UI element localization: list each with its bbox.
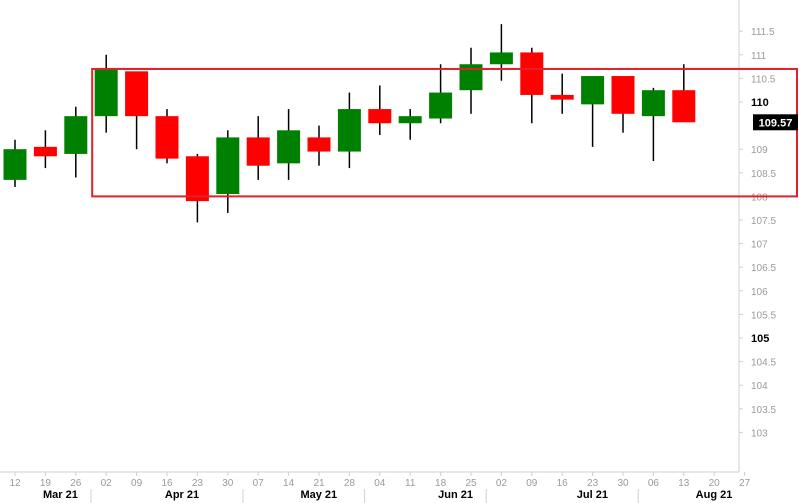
x-tick-label: 23 <box>587 478 599 489</box>
y-tick-label: 111 <box>751 51 767 62</box>
y-tick-label: 104.5 <box>751 358 776 369</box>
x-tick-label: 09 <box>526 478 538 489</box>
x-tick-label: 25 <box>465 478 477 489</box>
x-tick-label: 12 <box>9 478 21 489</box>
candle-up <box>459 64 483 91</box>
candle-down <box>125 71 149 117</box>
x-tick-label: 30 <box>222 478 234 489</box>
x-tick-label: 09 <box>131 478 143 489</box>
x-tick-label: 16 <box>161 478 173 489</box>
x-month-label: Jun 21 <box>438 489 473 501</box>
candle-down <box>155 116 179 159</box>
last-value-badge <box>753 114 798 131</box>
candle-up <box>581 76 605 105</box>
y-tick-label: 103 <box>751 428 768 439</box>
x-tick-label: 16 <box>557 478 569 489</box>
y-tick-label: 104 <box>751 381 768 392</box>
candle-down <box>611 76 635 114</box>
x-tick-label: 27 <box>739 478 751 489</box>
candle-up <box>3 149 27 180</box>
y-tick-label: 107 <box>751 240 768 251</box>
x-tick-label: 14 <box>283 478 295 489</box>
x-tick-label: 13 <box>678 478 690 489</box>
x-tick-label: 28 <box>344 478 356 489</box>
x-tick-label: 23 <box>192 478 204 489</box>
x-tick-label: 21 <box>313 478 325 489</box>
candle-up <box>64 116 88 154</box>
y-tick-label: 103.5 <box>751 405 776 416</box>
candle-down <box>33 146 57 157</box>
x-month-label: Mar 21 <box>43 489 78 501</box>
y-tick-label: 109 <box>751 145 768 156</box>
x-tick-label: 02 <box>101 478 113 489</box>
x-month-label: Apr 21 <box>165 489 199 501</box>
candle-up <box>277 130 301 164</box>
y-tick-label: 110 <box>751 97 769 109</box>
candle-up <box>337 109 361 152</box>
x-tick-label: 11 <box>405 478 416 489</box>
x-tick-label: 18 <box>435 478 447 489</box>
candle-down <box>185 156 209 202</box>
candle-down <box>246 137 270 166</box>
x-tick-label: 30 <box>617 478 629 489</box>
candle-down <box>550 94 574 100</box>
last-value-label: 109.57 <box>759 117 793 129</box>
candle-up <box>429 92 453 119</box>
y-tick-label: 106.5 <box>751 263 776 274</box>
y-tick-label: 107.5 <box>751 216 776 227</box>
candle-up <box>489 52 513 65</box>
candle-up <box>641 90 665 117</box>
highlight-box <box>91 67 798 198</box>
x-month-label: Aug 21 <box>696 489 733 501</box>
x-tick-label: 19 <box>40 478 52 489</box>
candle-down <box>520 52 544 95</box>
x-tick-label: 04 <box>374 478 386 489</box>
y-tick-label: 106 <box>751 287 768 298</box>
candle-up <box>216 137 240 195</box>
x-tick-label: 02 <box>496 478 508 489</box>
candle-down <box>307 137 331 152</box>
x-month-label: May 21 <box>300 489 337 501</box>
y-tick-label: 108.5 <box>751 169 776 180</box>
x-month-label: Jul 21 <box>577 489 608 501</box>
y-tick-label: 111.5 <box>751 27 775 38</box>
y-tick-label: 108 <box>751 192 768 203</box>
y-tick-label: 110.5 <box>751 74 776 85</box>
candle-down <box>368 109 392 124</box>
candle-down <box>672 90 696 123</box>
y-tick-label: 105 <box>751 333 769 345</box>
x-tick-label: 26 <box>70 478 82 489</box>
candle-up <box>94 68 118 117</box>
candle-up <box>398 116 422 124</box>
x-tick-label: 07 <box>253 478 265 489</box>
x-tick-label: 20 <box>709 478 721 489</box>
x-tick-label: 06 <box>648 478 660 489</box>
y-tick-label: 105.5 <box>751 310 776 321</box>
